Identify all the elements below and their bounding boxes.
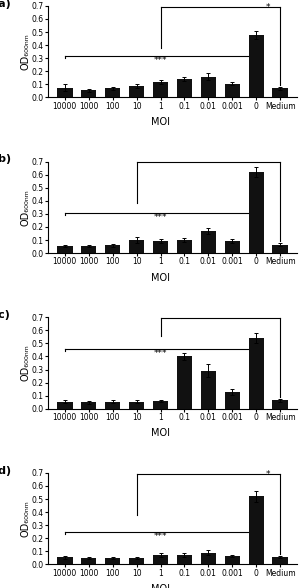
Y-axis label: OD₆₀₀ₙₘ: OD₆₀₀ₙₘ: [20, 345, 30, 382]
Bar: [225, 241, 240, 253]
Bar: [105, 558, 120, 564]
Bar: [177, 554, 192, 564]
Bar: [81, 402, 97, 409]
Bar: [57, 402, 73, 409]
Text: (d): (d): [0, 466, 11, 476]
Bar: [225, 392, 240, 409]
Bar: [57, 557, 73, 564]
Bar: [177, 79, 192, 98]
Bar: [272, 88, 288, 98]
Bar: [129, 402, 144, 409]
Bar: [129, 86, 144, 98]
Bar: [201, 231, 216, 253]
Bar: [177, 356, 192, 409]
Bar: [105, 245, 120, 253]
Bar: [225, 556, 240, 564]
Bar: [248, 35, 264, 98]
Text: *: *: [266, 3, 271, 12]
Text: MOI: MOI: [151, 428, 170, 438]
Text: (c): (c): [0, 310, 10, 320]
Bar: [129, 240, 144, 253]
Bar: [81, 91, 97, 98]
Y-axis label: OD₆₀₀ₙₘ: OD₆₀₀ₙₘ: [20, 189, 30, 226]
Text: *: *: [266, 470, 271, 479]
Text: (b): (b): [0, 154, 11, 164]
Bar: [272, 400, 288, 409]
Bar: [201, 371, 216, 409]
Text: MOI: MOI: [151, 584, 170, 588]
Text: (a): (a): [0, 0, 11, 9]
Bar: [57, 88, 73, 98]
Bar: [225, 83, 240, 98]
Bar: [248, 496, 264, 564]
Bar: [248, 338, 264, 409]
Bar: [105, 88, 120, 98]
Text: ***: ***: [154, 349, 167, 358]
Bar: [81, 246, 97, 253]
Y-axis label: OD₆₀₀ₙₘ: OD₆₀₀ₙₘ: [20, 34, 30, 70]
Y-axis label: OD₆₀₀ₙₘ: OD₆₀₀ₙₘ: [20, 500, 30, 537]
Bar: [272, 557, 288, 564]
Bar: [201, 553, 216, 564]
Bar: [153, 555, 168, 564]
Bar: [272, 245, 288, 253]
Text: MOI: MOI: [151, 117, 170, 127]
Bar: [248, 172, 264, 253]
Bar: [105, 402, 120, 409]
Bar: [153, 241, 168, 253]
Text: MOI: MOI: [151, 273, 170, 283]
Bar: [153, 401, 168, 409]
Bar: [57, 246, 73, 253]
Bar: [81, 558, 97, 564]
Bar: [153, 82, 168, 98]
Bar: [201, 76, 216, 98]
Text: ***: ***: [154, 532, 167, 542]
Bar: [129, 558, 144, 564]
Text: ***: ***: [154, 213, 167, 222]
Bar: [177, 240, 192, 253]
Text: ***: ***: [154, 56, 167, 65]
